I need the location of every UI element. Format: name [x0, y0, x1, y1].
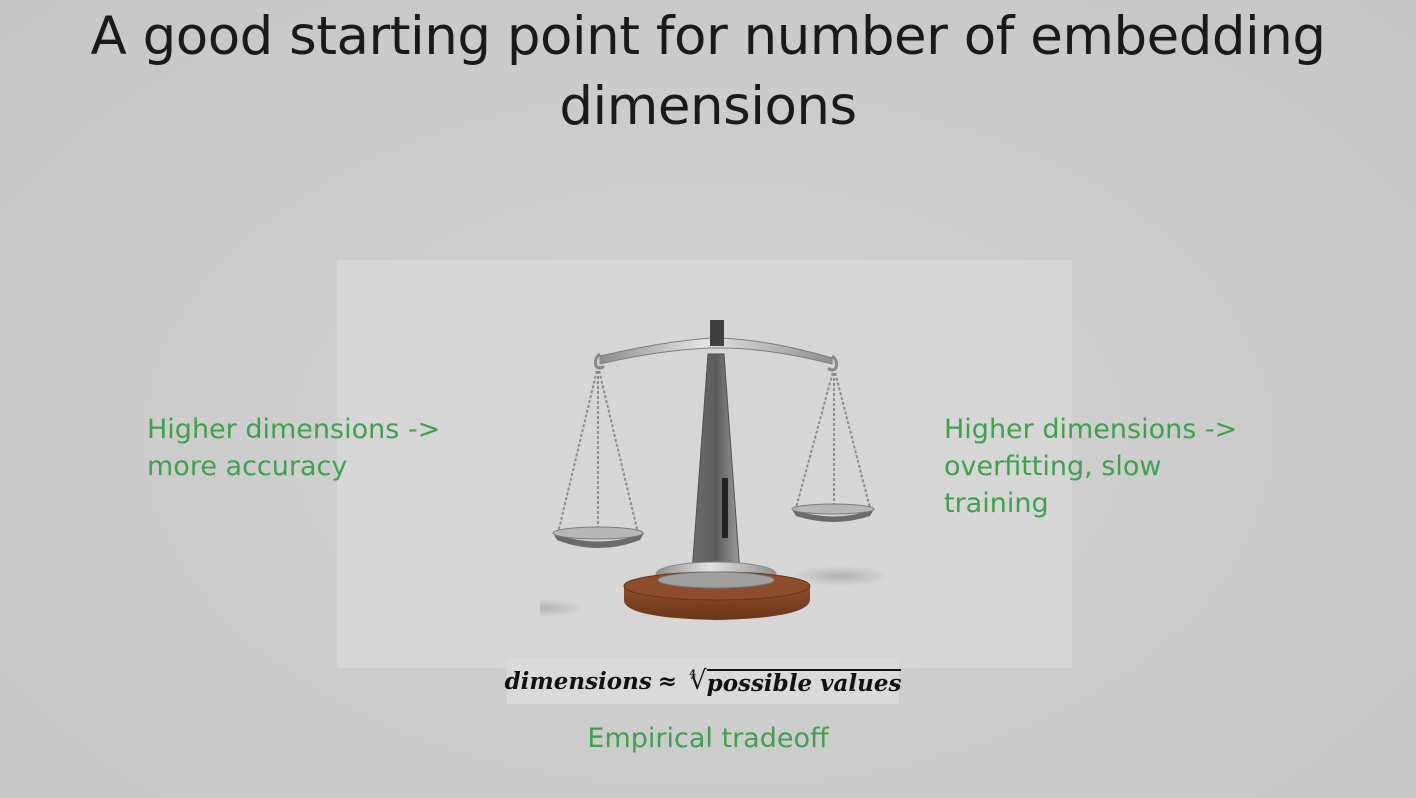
left-note-line-1: Higher dimensions ->	[147, 414, 441, 445]
formula-lhs: dimensions	[504, 667, 652, 695]
formula: dimensions ≈ 4 √ possible values	[504, 658, 902, 704]
right-note-line-3: training	[944, 488, 1049, 519]
formula-radicand: possible values	[706, 669, 902, 697]
title-line-1: A good starting point for number of embe…	[90, 6, 1326, 67]
formula-fourth-root: 4 √ possible values	[689, 666, 902, 697]
formula-root-index: 4	[689, 669, 697, 680]
right-note-line-2: overfitting, slow	[944, 451, 1162, 482]
left-note: Higher dimensions -> more accuracy	[147, 411, 440, 485]
right-note: Higher dimensions -> overfitting, slow t…	[944, 411, 1237, 522]
formula-relation: ≈	[657, 667, 678, 695]
right-note-line-1: Higher dimensions ->	[944, 414, 1238, 445]
balance-scale-icon	[540, 320, 890, 620]
caption: Empirical tradeoff	[587, 723, 829, 754]
radical-sign-icon: √	[690, 666, 707, 696]
slide-title: A good starting point for number of embe…	[0, 2, 1416, 142]
title-line-2: dimensions	[559, 76, 857, 137]
left-note-line-2: more accuracy	[147, 451, 348, 482]
